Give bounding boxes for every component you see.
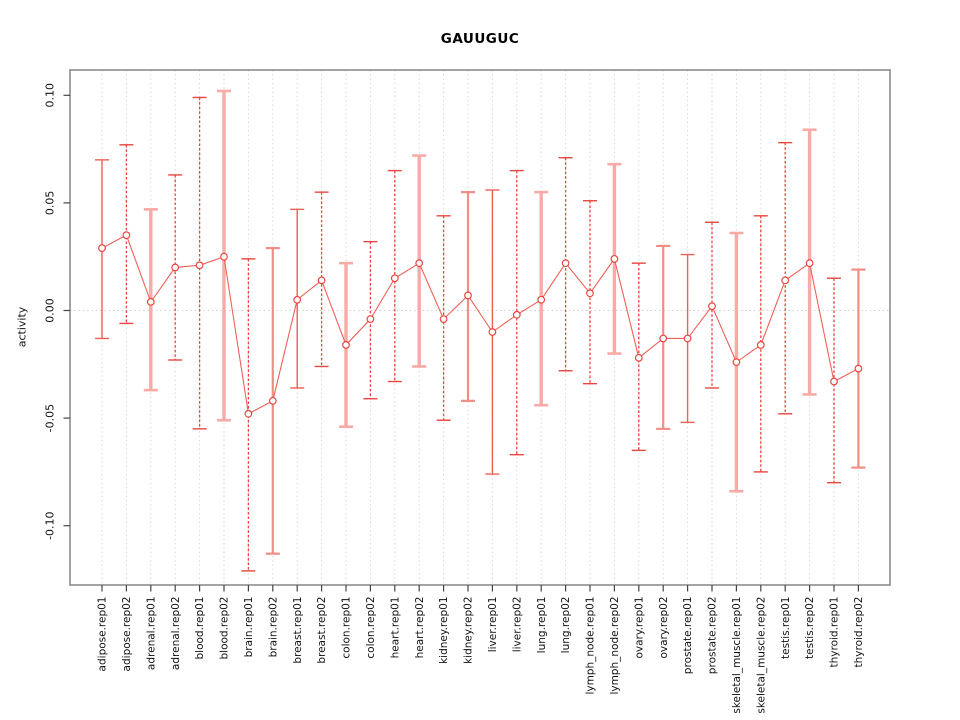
x-tick-label: adipose.rep02 [121, 597, 133, 672]
data-point [342, 341, 350, 349]
data-point [220, 252, 228, 261]
data-point [415, 259, 424, 268]
data-point [537, 295, 546, 304]
series-line [101, 234, 859, 415]
chart-title: GAUUGUC [440, 31, 520, 47]
data-point [439, 315, 448, 324]
data-point [195, 261, 204, 270]
x-tick-label: prostate.rep02 [707, 597, 719, 675]
x-tick-label: lung.rep02 [560, 597, 572, 654]
data-point [244, 409, 253, 418]
data-point [390, 274, 399, 283]
x-tick-label: thyroid.rep01 [829, 597, 841, 668]
y-tick-label: -0.05 [44, 404, 57, 432]
data-point [781, 276, 790, 285]
data-point [366, 315, 375, 324]
data-point [805, 259, 814, 268]
data-point [317, 276, 326, 285]
data-point [171, 263, 180, 272]
data-point [268, 396, 277, 405]
y-tick-label: -0.10 [44, 511, 57, 539]
data-point [488, 328, 497, 336]
y-tick-label: 0.05 [44, 191, 57, 216]
data-point [830, 377, 838, 386]
x-tick-label: liver.rep01 [487, 597, 499, 653]
data-point [512, 310, 521, 319]
x-tick-label: liver.rep02 [511, 597, 523, 653]
data-point [854, 364, 863, 373]
plot-border [69, 69, 891, 586]
y-tick-label: 0.10 [44, 83, 57, 108]
data-point [756, 341, 765, 349]
x-tick-label: skeletal_muscle.rep02 [755, 597, 767, 714]
data-point [146, 297, 155, 306]
x-tick-label: lung.rep01 [536, 597, 548, 654]
data-point [732, 358, 741, 367]
data-point [464, 291, 472, 300]
data-point [683, 334, 692, 343]
data-point [659, 334, 668, 343]
data-point [293, 295, 302, 304]
data-point [98, 244, 106, 252]
data-point [708, 302, 716, 311]
x-tick-label: brain.rep02 [267, 597, 279, 658]
x-tick-label: adipose.rep01 [97, 597, 109, 672]
x-tick-label: skeletal_muscle.rep01 [731, 597, 743, 714]
x-tick-label: kidney.rep02 [463, 597, 475, 664]
x-tick-label: adrenal.rep01 [145, 597, 157, 671]
x-tick-label: heart.rep01 [389, 597, 401, 659]
x-tick-label: colon.rep01 [341, 597, 353, 659]
x-tick-label: testis.rep02 [804, 597, 816, 659]
x-tick-label: testis.rep01 [780, 597, 792, 659]
data-point [122, 231, 131, 240]
x-tick-label: lymph_node.rep02 [609, 597, 621, 695]
data-point [610, 254, 619, 263]
x-tick-label: brain.rep01 [243, 597, 255, 658]
x-tick-label: ovary.rep02 [658, 597, 670, 659]
x-tick-label: breast.rep02 [316, 597, 328, 664]
y-tick-label: 0.00 [44, 298, 57, 323]
x-tick-label: blood.rep01 [194, 597, 206, 660]
x-tick-label: kidney.rep01 [438, 597, 450, 664]
x-tick-label: breast.rep01 [292, 597, 304, 664]
data-point [586, 289, 594, 298]
x-tick-label: prostate.rep01 [682, 597, 694, 675]
x-tick-label: ovary.rep01 [633, 597, 645, 659]
data-point [561, 259, 570, 268]
x-tick-label: thyroid.rep02 [853, 597, 865, 668]
x-tick-label: heart.rep02 [414, 597, 426, 659]
x-tick-label: blood.rep02 [219, 597, 231, 660]
x-tick-label: adrenal.rep02 [170, 597, 182, 671]
x-tick-label: colon.rep02 [365, 597, 377, 659]
data-point [634, 353, 643, 362]
x-tick-label: lymph_node.rep01 [585, 597, 597, 695]
